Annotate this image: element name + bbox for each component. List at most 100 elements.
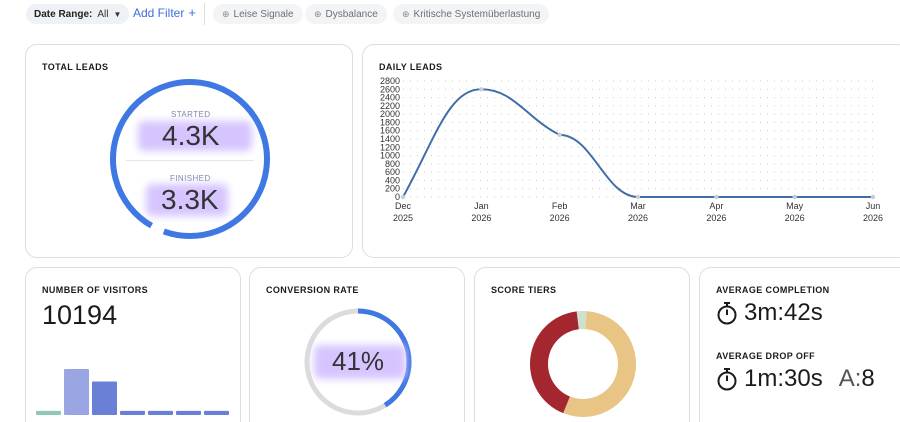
score-tier-slice[interactable]	[563, 311, 636, 417]
y-tick-label: 2600	[380, 84, 400, 94]
score-tiers-card: SCORE TIERS	[474, 267, 690, 422]
daily-leads-title: DAILY LEADS	[379, 62, 443, 72]
plus-circle-icon: ⊕	[222, 8, 230, 19]
x-tick-label: Jun	[866, 201, 881, 211]
x-tick-label: Jan	[474, 201, 489, 211]
date-range-select[interactable]: Date Range: All ▼	[26, 4, 130, 24]
score-tier-slice[interactable]	[576, 311, 587, 330]
visitor-bar[interactable]	[204, 410, 229, 415]
visitors-title: NUMBER OF VISITORS	[42, 285, 149, 295]
conversion-title: CONVERSION RATE	[266, 285, 359, 295]
score-tiers-title: SCORE TIERS	[491, 285, 557, 295]
y-tick-label: 0	[395, 192, 400, 202]
y-tick-label: 2400	[380, 93, 400, 103]
x-tick-label: Feb	[552, 201, 568, 211]
score-tiers-donut	[530, 311, 636, 417]
y-tick-label: 1000	[380, 151, 400, 161]
visitor-bar[interactable]	[120, 410, 145, 415]
started-value: 4.3K	[162, 120, 220, 151]
filter-divider	[204, 3, 205, 25]
x-tick-label: May	[786, 201, 804, 211]
total-leads-ring-arc	[110, 79, 270, 239]
add-filter-button[interactable]: Add Filter +	[133, 5, 196, 20]
stopwatch-icon	[717, 302, 737, 325]
started-label: STARTED	[171, 110, 211, 119]
conversion-ring-arc	[304, 308, 412, 416]
y-tick-label: 400	[385, 175, 400, 185]
started-blur	[138, 121, 252, 151]
total-leads-title: TOTAL LEADS	[42, 62, 109, 72]
data-point[interactable]	[479, 87, 484, 92]
y-tick-label: 1800	[380, 117, 400, 127]
y-tick-label: 1200	[380, 142, 400, 152]
y-tick-label: 600	[385, 167, 400, 177]
visitor-bar[interactable]	[148, 410, 173, 415]
daily-leads-line	[402, 88, 873, 199]
data-point[interactable]	[792, 194, 797, 200]
conversion-value: 41%	[332, 346, 385, 376]
data-point[interactable]	[400, 194, 406, 200]
y-tick-label: 1400	[380, 134, 400, 144]
x-tick-year-label: 2026	[706, 213, 726, 223]
y-tick-label: 2000	[380, 109, 400, 119]
total-leads-ring	[110, 79, 270, 239]
filter-chip-dysbalance[interactable]: ⊕ Dysbalance	[305, 4, 387, 24]
visitors-card: NUMBER OF VISITORS 10194	[25, 267, 241, 422]
x-tick-label: Apr	[709, 201, 723, 211]
add-filter-label: Add Filter	[133, 5, 185, 20]
y-tick-label: 800	[385, 159, 400, 169]
plus-circle-icon: ⊕	[314, 8, 322, 19]
ring-divider	[126, 160, 254, 161]
conversion-blur	[314, 345, 406, 379]
x-tick-year-label: 2026	[628, 213, 648, 223]
visitors-value: 10194	[42, 300, 118, 330]
x-tick-year-label: 2025	[393, 213, 413, 223]
conversion-ring	[304, 308, 412, 416]
filter-chip-leise-signale[interactable]: ⊕ Leise Signale	[213, 4, 303, 24]
data-point[interactable]	[870, 194, 876, 200]
completion-card: AVERAGE COMPLETION 3m:42s AVERAGE DROP O…	[699, 267, 900, 422]
chip-label: Dysbalance	[325, 8, 378, 20]
y-tick-label: 2200	[380, 101, 400, 111]
visitor-bar[interactable]	[36, 410, 61, 415]
visitor-bar[interactable]	[92, 381, 117, 415]
plus-icon: +	[188, 5, 196, 20]
conversion-card: CONVERSION RATE 41%	[249, 267, 465, 422]
total-leads-card: TOTAL LEADS STARTED 4.3K FINISHED 3.3K	[25, 44, 353, 258]
chart-grid	[403, 80, 873, 198]
chip-label: Kritische Systemüberlastung	[413, 8, 541, 20]
data-point[interactable]	[714, 194, 719, 200]
y-tick-label: 1600	[380, 126, 400, 136]
x-tick-year-label: 2026	[471, 213, 491, 223]
x-tick-label: Mar	[630, 201, 646, 211]
completion-title: AVERAGE COMPLETION	[716, 285, 830, 295]
date-range-value: All	[97, 8, 109, 20]
data-point[interactable]	[557, 132, 562, 138]
drop-off-metric: 1m:30s A: 8	[716, 365, 875, 393]
finished-value: 3.3K	[161, 184, 219, 215]
x-tick-year-label: 2026	[785, 213, 805, 223]
plus-circle-icon: ⊕	[402, 8, 410, 19]
x-tick-year-label: 2026	[550, 213, 570, 223]
visitors-bar-chart	[36, 369, 229, 415]
chip-label: Leise Signale	[233, 8, 294, 20]
visitor-bar[interactable]	[176, 410, 201, 415]
drop-off-value: 1m:30s	[744, 365, 823, 392]
visitor-bar[interactable]	[64, 369, 89, 415]
finished-blur	[146, 184, 228, 216]
completion-value: 3m:42s	[744, 299, 823, 326]
finished-label: FINISHED	[170, 174, 211, 183]
filter-chip-kritische-systemueberlastung[interactable]: ⊕ Kritische Systemüberlastung	[393, 4, 550, 24]
score-tier-slice[interactable]	[530, 311, 579, 414]
data-point[interactable]	[635, 194, 641, 200]
x-tick-label: Dec	[395, 201, 412, 211]
y-tick-label: 2800	[380, 76, 400, 86]
filter-bar: Date Range: All ▼ Add Filter + ⊕ Leise S…	[0, 0, 900, 30]
x-tick-year-label: 2026	[863, 213, 883, 223]
date-range-label: Date Range:	[34, 8, 93, 20]
daily-leads-chart: 0200400600800100012001400160018002000220…	[380, 76, 883, 223]
a-value: 8	[861, 365, 875, 392]
y-tick-label: 200	[385, 184, 400, 194]
daily-leads-card: DAILY LEADS 0 200 400 600 800 1000 1200 1400 160…	[362, 44, 900, 258]
chevron-down-icon: ▼	[113, 9, 122, 19]
